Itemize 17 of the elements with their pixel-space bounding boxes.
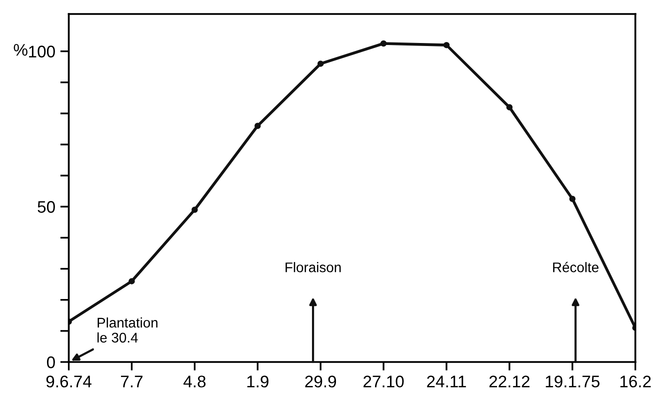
x-tick-label: 9.6.74 xyxy=(46,376,92,388)
x-tick-label: 7.7 xyxy=(121,376,142,388)
y-tick-label: 50 xyxy=(38,201,55,213)
y-tick-label: 100 xyxy=(29,46,55,58)
x-tick-label: 24.11 xyxy=(427,376,466,388)
x-tick-label: 1.9 xyxy=(247,376,268,388)
annotation: Récolte xyxy=(553,262,598,272)
y-tick-label: 0 xyxy=(46,356,55,368)
x-tick-label: 22.12 xyxy=(489,376,530,388)
x-tick-label: 19.1.75 xyxy=(546,376,600,388)
x-tick-label: 29.9 xyxy=(305,376,336,388)
x-tick-label: 4.8 xyxy=(183,376,206,388)
annotation: Floraison xyxy=(286,262,341,272)
x-tick-label: 16.2 xyxy=(620,376,651,388)
y-axis-title: % xyxy=(14,44,28,56)
x-tick-label: 27.10 xyxy=(364,376,404,388)
annotation: Plantation le 30.4 xyxy=(97,317,158,343)
